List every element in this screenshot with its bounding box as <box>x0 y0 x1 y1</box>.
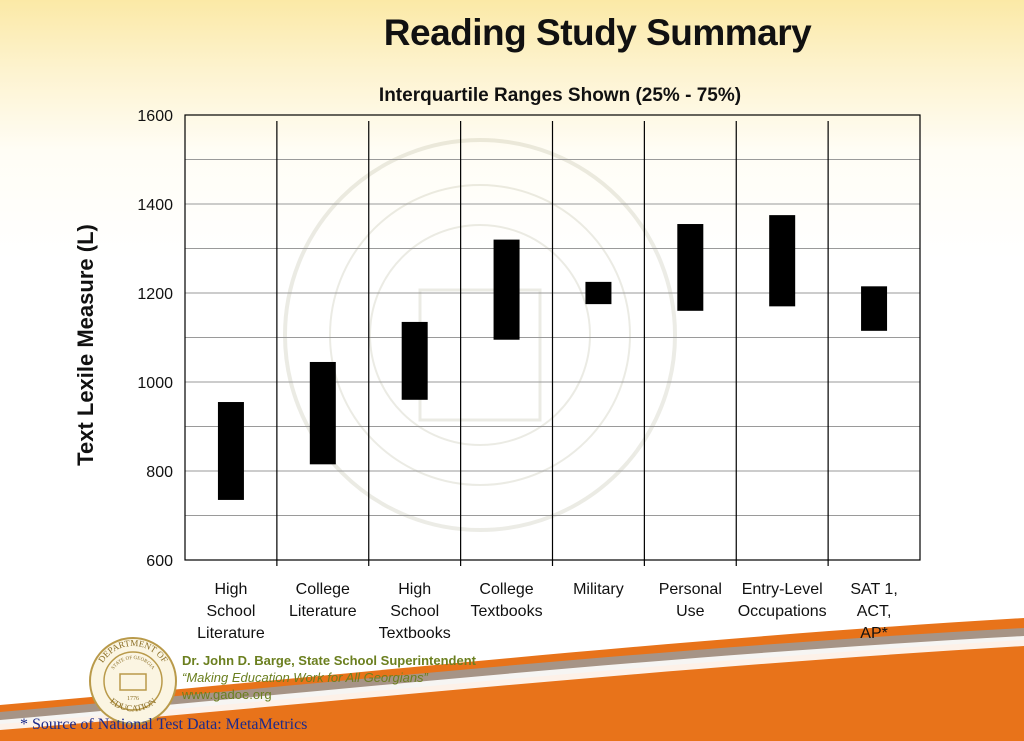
x-category-label-line: Textbooks <box>379 625 451 642</box>
x-category-label-line: School <box>390 603 439 620</box>
range-bars <box>217 215 888 500</box>
x-category-label-line: School <box>206 603 255 620</box>
watermark-seal <box>283 138 677 532</box>
range-bar <box>493 239 520 340</box>
footer-credits: Dr. John D. Barge, State School Superint… <box>182 652 476 703</box>
source-note: * Source of National Test Data: MetaMetr… <box>20 716 308 733</box>
seal-inner-ring <box>103 651 163 711</box>
x-category-label-line: Literature <box>289 603 357 620</box>
y-tick-label: 600 <box>146 553 173 570</box>
x-category-label-line: Use <box>676 603 705 620</box>
range-bar <box>769 215 796 307</box>
x-category-label-line: Literature <box>197 625 265 642</box>
slide-title: Reading Study Summary <box>383 12 812 53</box>
x-category-label: Personal Use <box>659 581 722 620</box>
range-bar <box>217 402 244 500</box>
gadoe-seal: DEPARTMENT OF EDUCATION STATE OF GEORGIA… <box>89 637 177 725</box>
range-bar <box>401 321 428 400</box>
x-category-label: High School Literature <box>197 581 265 642</box>
x-category-label-line: College <box>479 581 533 598</box>
website-link[interactable]: www.gadoe.org <box>182 687 272 702</box>
range-bar <box>309 361 336 465</box>
x-category-label: SAT 1, ACT, AP* <box>850 581 897 642</box>
seal-arch-icon <box>119 673 147 691</box>
seal-year: 1776 <box>127 696 139 702</box>
plot-frame <box>184 114 921 561</box>
motto-line: “Making Education Work for All Georgians… <box>182 670 428 685</box>
x-category-label-line: Occupations <box>738 603 827 620</box>
x-category-label-line: High <box>214 581 247 598</box>
y-tick-label: 1200 <box>137 286 173 303</box>
x-category-label-line: College <box>296 581 350 598</box>
x-category-label-line: Military <box>573 581 624 598</box>
y-tick-labels: 600 800 1000 1200 1400 1600 <box>137 108 173 570</box>
chart-title: Interquartile Ranges Shown (25% - 75%) <box>378 85 742 106</box>
y-tick-label: 1400 <box>137 197 173 214</box>
range-bar <box>677 224 704 311</box>
seal-outer-ring <box>89 637 177 725</box>
x-category-label: Military <box>573 581 624 598</box>
x-category-label-line: Personal <box>659 581 722 598</box>
range-bar <box>861 286 888 331</box>
x-category-label-line: AP* <box>860 625 888 642</box>
superintendent-line: Dr. John D. Barge, State School Superint… <box>182 653 476 668</box>
x-category-label-line: Entry-Level <box>742 581 823 598</box>
x-category-label-line: ACT, <box>857 603 892 620</box>
x-category-label: College Literature <box>289 581 357 620</box>
footer-band-white <box>0 636 1024 730</box>
y-tick-label: 800 <box>146 464 173 481</box>
y-tick-label: 1000 <box>137 375 173 392</box>
x-category-label: College Textbooks <box>471 581 543 620</box>
x-category-label: High School Textbooks <box>379 581 451 642</box>
range-bar <box>585 281 612 305</box>
x-category-label-line: Textbooks <box>471 603 543 620</box>
category-dividers <box>276 121 829 566</box>
x-category-label-line: SAT 1, <box>850 581 897 598</box>
x-category-label-line: High <box>398 581 431 598</box>
y-tick-label: 1600 <box>137 108 173 125</box>
x-category-label: Entry-Level Occupations <box>738 581 827 620</box>
